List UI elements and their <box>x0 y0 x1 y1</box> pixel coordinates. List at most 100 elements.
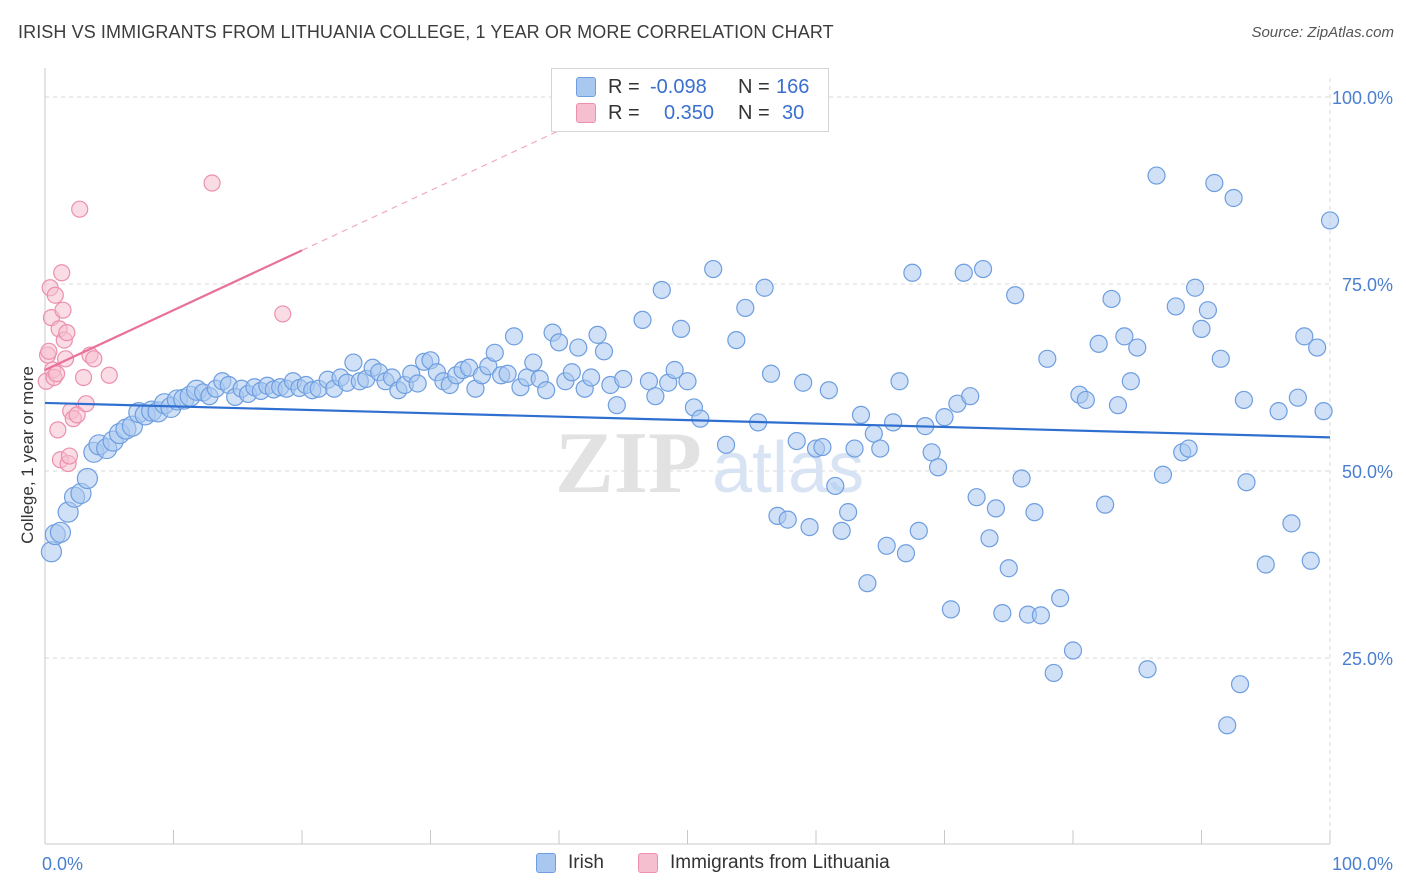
irish-point <box>1237 473 1256 492</box>
legend-n-label: N = <box>738 75 770 98</box>
legend-swatch-irish <box>536 853 556 873</box>
lithuania-point <box>274 305 292 323</box>
irish-point <box>851 405 871 424</box>
legend-n-value: 166 <box>776 75 810 98</box>
irish-point <box>1230 675 1250 694</box>
legend-label-irish: Irish <box>568 852 604 873</box>
y-tick-label: 75.0% <box>1342 275 1393 295</box>
irish-point <box>761 364 781 383</box>
irish-point <box>993 604 1012 623</box>
irish-point <box>941 600 961 619</box>
lithuania-trend-line <box>44 249 303 372</box>
irish-point <box>639 372 659 391</box>
legend-swatch-lithuania <box>638 853 658 873</box>
legend-row-lithuania: R = 0.350 N = 30 <box>576 101 804 125</box>
y-tick-label: 100.0% <box>1332 88 1393 108</box>
irish-point <box>1051 589 1070 608</box>
irish-point <box>1031 606 1050 625</box>
irish-point <box>1044 663 1063 683</box>
legend-item-lithuania: Immigrants from Lithuania <box>638 852 890 874</box>
irish-point <box>858 574 877 593</box>
irish-point <box>961 387 980 406</box>
irish-point <box>954 263 973 282</box>
irish-point <box>1295 327 1314 346</box>
irish-point <box>736 298 755 318</box>
irish-point <box>678 372 697 391</box>
irish-point <box>1320 211 1340 230</box>
irish-point <box>909 521 928 540</box>
x-tick-label: 100.0% <box>1332 854 1393 874</box>
irish-point <box>973 259 993 279</box>
irish-point <box>607 396 626 415</box>
legend-r-value: -0.098 <box>650 75 707 98</box>
lithuania-point <box>53 264 71 282</box>
irish-point <box>1224 188 1243 208</box>
irish-point <box>1192 319 1211 338</box>
irish-point <box>1185 278 1205 297</box>
legend-row-irish: R = -0.098 N = 166 <box>576 75 809 99</box>
lithuania-point <box>100 366 118 384</box>
irish-point <box>794 373 813 392</box>
irish-point <box>562 363 581 382</box>
irish-point <box>76 467 99 490</box>
irish-point <box>980 529 999 548</box>
trend-lines <box>44 130 1331 439</box>
irish-point <box>755 278 774 297</box>
irish-point <box>704 259 723 279</box>
irish-point <box>819 381 838 400</box>
irish-point <box>871 439 890 458</box>
irish-point <box>1234 390 1254 410</box>
irish-point <box>665 360 684 380</box>
irish-point <box>826 476 845 496</box>
irish-point <box>1076 390 1095 410</box>
lithuania-point <box>54 301 72 319</box>
lithuania-point <box>46 286 64 304</box>
irish-point <box>594 342 614 361</box>
irish-point <box>1006 286 1025 305</box>
irish-point <box>1012 469 1031 488</box>
irish-point <box>1115 327 1134 346</box>
irish-point <box>1128 338 1147 357</box>
irish-point <box>1218 716 1237 735</box>
lithuania-series <box>37 174 292 473</box>
irish-point <box>1211 349 1230 368</box>
irish-point <box>935 408 954 427</box>
legend-n-value: 30 <box>782 101 805 124</box>
irish-point <box>569 338 588 357</box>
irish-point <box>813 437 832 457</box>
irish-point <box>845 439 864 458</box>
irish-point <box>1038 349 1057 368</box>
x-tick-labels: 0.0% 100.0% <box>42 854 1393 874</box>
irish-point <box>1063 641 1083 660</box>
irish-point <box>582 368 601 387</box>
series-legend: Irish Immigrants from Lithuania <box>0 852 1406 878</box>
irish-point <box>727 331 746 350</box>
irish-point <box>1256 555 1275 574</box>
irish-point <box>928 458 948 477</box>
irish-point <box>344 353 363 372</box>
legend-label-lithuania: Immigrants from Lithuania <box>670 852 890 873</box>
y-tick-label: 25.0% <box>1342 649 1393 669</box>
irish-point <box>1147 166 1166 185</box>
irish-point <box>1153 465 1173 484</box>
irish-point <box>922 443 941 462</box>
irish-point <box>652 280 671 300</box>
irish-point <box>1089 334 1108 353</box>
y-tick-labels: 25.0% 50.0% 75.0% 100.0% <box>1332 88 1393 669</box>
source-label: Source: ZipAtlas.com <box>1251 24 1394 41</box>
legend-r-value: 0.350 <box>664 101 715 124</box>
irish-point <box>691 409 710 428</box>
irish-point <box>716 435 736 454</box>
irish-point <box>877 536 896 555</box>
lithuania-point <box>85 350 103 368</box>
chart-title: IRISH VS IMMIGRANTS FROM LITHUANIA COLLE… <box>18 22 834 42</box>
irish-point <box>778 510 797 529</box>
lithuania-point <box>71 200 89 218</box>
irish-point <box>1179 439 1198 458</box>
legend-swatch-irish <box>576 77 596 97</box>
axes <box>44 68 1331 845</box>
irish-point <box>485 343 504 362</box>
irish-point <box>1108 396 1128 415</box>
irish-point <box>999 559 1018 578</box>
